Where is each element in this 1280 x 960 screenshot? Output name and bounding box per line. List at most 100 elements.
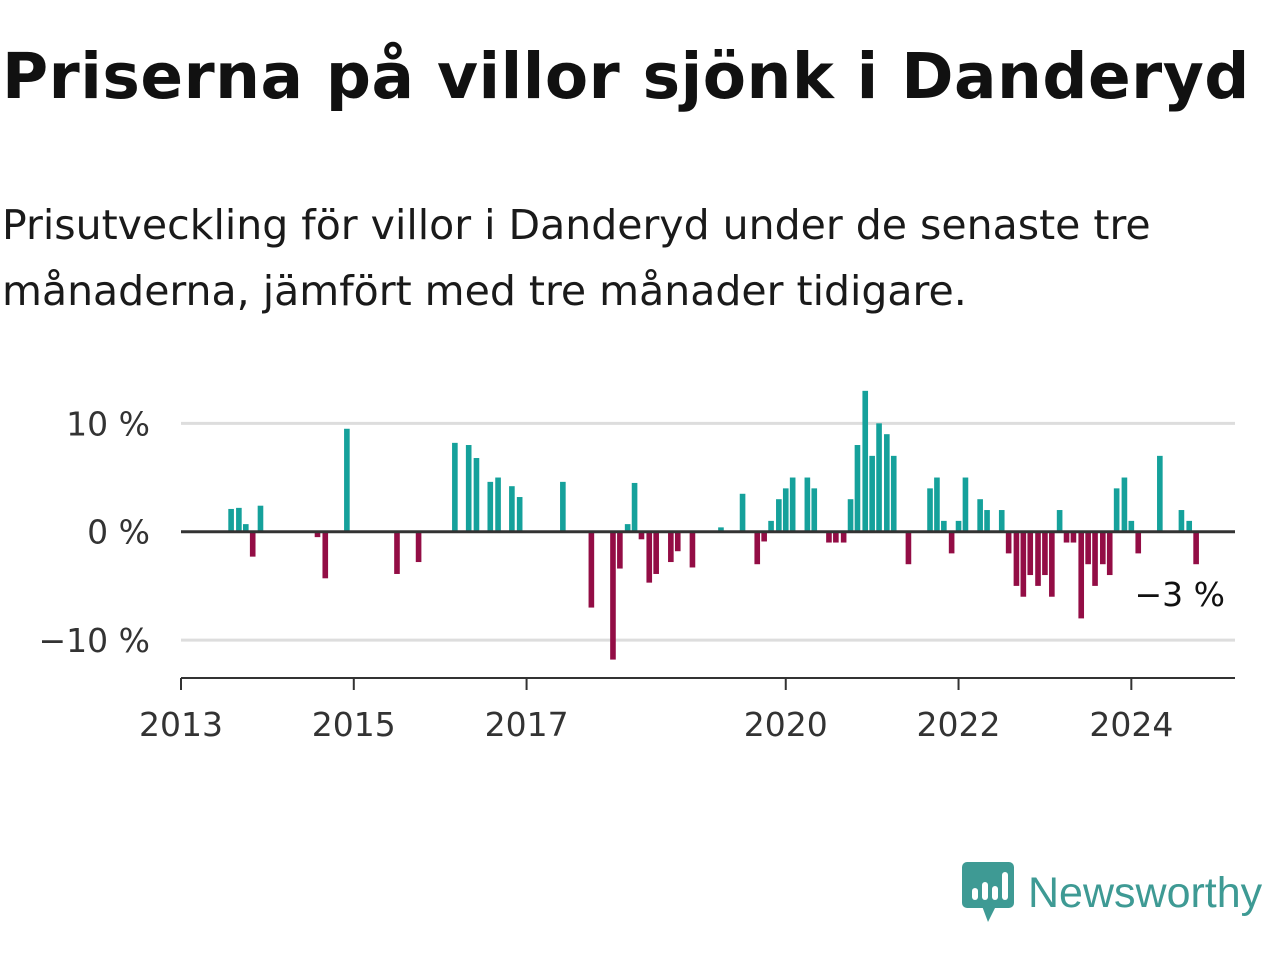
bar bbox=[1193, 531, 1199, 565]
bar bbox=[1178, 510, 1185, 532]
grid-lines bbox=[181, 421, 1235, 642]
bar bbox=[560, 481, 566, 532]
bar bbox=[624, 524, 631, 532]
bar bbox=[1085, 531, 1091, 565]
bar bbox=[638, 531, 645, 540]
bar bbox=[984, 510, 990, 532]
bar bbox=[782, 488, 789, 532]
bar bbox=[394, 531, 400, 574]
bar bbox=[890, 455, 897, 532]
bar bbox=[236, 507, 242, 532]
bar bbox=[617, 531, 623, 569]
bar bbox=[1035, 531, 1041, 586]
axes bbox=[180, 530, 1235, 690]
bar bbox=[228, 508, 234, 532]
bar bbox=[1092, 531, 1098, 586]
bar bbox=[840, 531, 847, 543]
bar bbox=[862, 390, 869, 532]
bar bbox=[761, 531, 767, 542]
chart-title: Priserna på villor sjönk i Danderyd bbox=[2, 40, 1250, 113]
bar bbox=[1186, 520, 1193, 532]
bar bbox=[718, 527, 724, 532]
bar bbox=[1049, 531, 1055, 597]
bar bbox=[1027, 531, 1034, 576]
bar bbox=[257, 505, 264, 532]
bar bbox=[452, 442, 458, 532]
bar bbox=[955, 520, 962, 532]
bar bbox=[1056, 510, 1063, 532]
bar bbox=[242, 524, 249, 532]
newsworthy-chart-bubble-icon bbox=[962, 862, 1014, 922]
bar bbox=[962, 477, 969, 532]
bar bbox=[789, 477, 796, 532]
latest-value-label: −3 % bbox=[1135, 575, 1226, 614]
bar bbox=[1063, 531, 1070, 543]
bar bbox=[487, 481, 494, 532]
bar bbox=[876, 423, 882, 532]
bar bbox=[854, 445, 861, 532]
bar bbox=[674, 531, 681, 552]
bar bbox=[804, 477, 811, 532]
bar bbox=[811, 488, 818, 532]
chart-subtitle: Prisutveckling för villor i Danderyd und… bbox=[2, 201, 1151, 315]
bar bbox=[588, 531, 595, 608]
bar bbox=[344, 428, 350, 532]
x-tick-label: 2020 bbox=[744, 705, 828, 744]
bar bbox=[1128, 520, 1135, 532]
bar bbox=[1135, 531, 1142, 554]
y-tick-label: 10 % bbox=[66, 404, 150, 443]
x-tick-label: 2015 bbox=[312, 705, 396, 744]
bar bbox=[631, 482, 638, 532]
y-tick-label: 0 % bbox=[87, 513, 150, 552]
bar bbox=[739, 493, 746, 532]
bar bbox=[776, 499, 782, 532]
bar bbox=[322, 531, 329, 579]
x-tick-label: 2024 bbox=[1089, 705, 1173, 744]
y-tick-label: −10 % bbox=[39, 621, 151, 660]
bar bbox=[754, 531, 761, 565]
bar bbox=[927, 488, 933, 532]
bar bbox=[847, 499, 854, 532]
x-tick-label: 2017 bbox=[485, 705, 569, 744]
bar bbox=[465, 445, 472, 532]
bar bbox=[1157, 455, 1163, 532]
bar bbox=[998, 510, 1005, 532]
bar bbox=[768, 520, 774, 532]
price-change-bar-chart: 10 % 0 % −10 % 2013 2015 2017 2020 2022 2024 −3… bbox=[39, 390, 1235, 744]
bar bbox=[1078, 531, 1085, 619]
bar bbox=[977, 499, 983, 532]
bar bbox=[473, 458, 480, 532]
x-tick-label: 2013 bbox=[139, 705, 223, 744]
bar bbox=[1005, 531, 1012, 554]
bar bbox=[1013, 531, 1020, 586]
bar bbox=[653, 531, 659, 574]
bar bbox=[668, 531, 674, 563]
bar bbox=[314, 531, 321, 538]
bar bbox=[415, 531, 422, 563]
bar bbox=[249, 531, 256, 557]
bar bbox=[1106, 531, 1113, 576]
bar bbox=[833, 531, 839, 543]
bar bbox=[610, 531, 616, 660]
bar bbox=[509, 486, 515, 532]
newsworthy-logo: Newsworthy bbox=[962, 862, 1262, 924]
bar bbox=[884, 434, 890, 532]
x-tick-label: 2022 bbox=[917, 705, 1001, 744]
bar bbox=[905, 531, 912, 565]
bar bbox=[495, 477, 501, 532]
bar bbox=[1100, 531, 1106, 565]
bars bbox=[228, 390, 1199, 660]
bar bbox=[869, 455, 875, 532]
bar bbox=[1070, 531, 1077, 543]
bar bbox=[941, 520, 947, 532]
x-axis-labels: 2013 2015 2017 2020 2022 2024 bbox=[139, 705, 1173, 744]
brand-name: Newsworthy bbox=[1028, 868, 1263, 917]
bar bbox=[516, 497, 523, 532]
y-axis-labels: 10 % 0 % −10 % bbox=[39, 404, 151, 660]
bar bbox=[948, 531, 955, 554]
bar bbox=[1042, 531, 1048, 576]
bar bbox=[646, 531, 653, 583]
bar bbox=[826, 531, 832, 543]
bar bbox=[1020, 531, 1027, 597]
bar bbox=[689, 531, 696, 568]
